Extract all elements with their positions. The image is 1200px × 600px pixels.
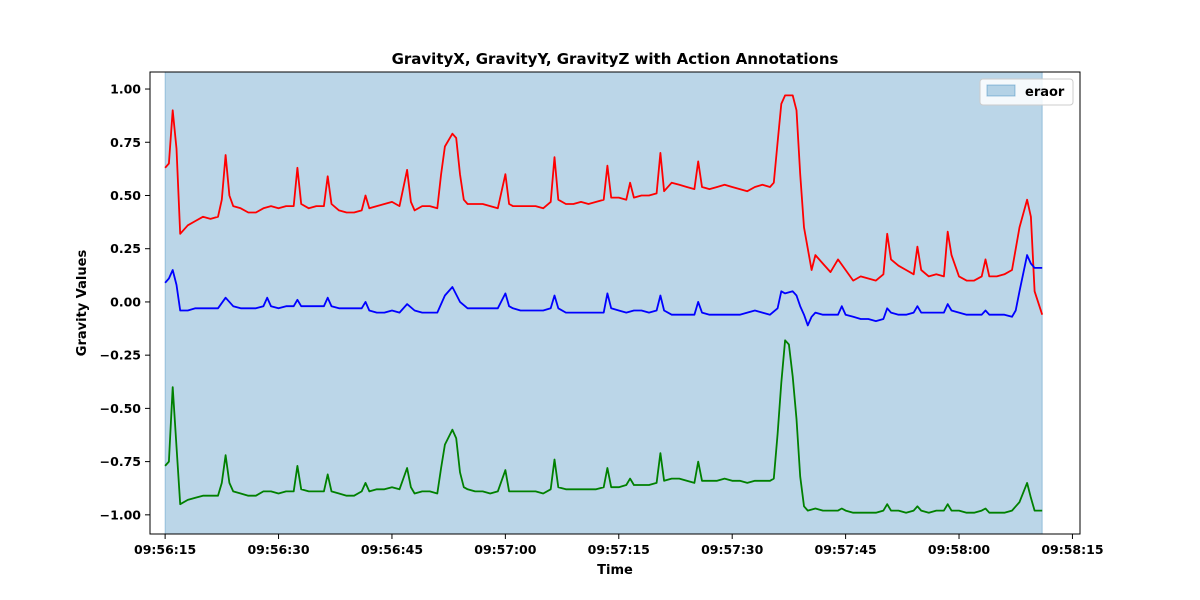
y-tick-label-5: −0.25 — [100, 348, 141, 363]
x-tick-label-2: 09:56:45 — [361, 542, 423, 557]
y-tick-label-4: 0.00 — [110, 294, 141, 309]
x-tick-label-0: 09:56:15 — [134, 542, 196, 557]
x-tick-label-4: 09:57:15 — [588, 542, 650, 557]
y-tick-label-3: 0.25 — [110, 241, 141, 256]
plot-frame — [149, 71, 1081, 535]
x-axis: 09:56:15 09:56:30 09:56:45 09:57:00 09:57:15… — [134, 534, 1104, 557]
annotation-layer — [164, 71, 1043, 535]
y-tick-label-6: −0.50 — [100, 401, 142, 416]
annotation-span-0 — [164, 71, 1043, 535]
legend-label-eraor: eraor — [1025, 85, 1065, 100]
x-tick-label-7: 09:58:00 — [928, 542, 990, 557]
y-tick-label-7: −0.75 — [100, 454, 141, 469]
y-tick-label-2: 0.50 — [110, 188, 141, 203]
series-line-1 — [164, 254, 1043, 327]
x-tick-label-1: 09:56:30 — [247, 542, 309, 557]
x-tick-label-5: 09:57:30 — [701, 542, 763, 557]
y-tick-label-0: 1.00 — [110, 82, 141, 97]
series-line-0 — [164, 94, 1044, 315]
chart-title: GravityX, GravityY, GravityZ with Action… — [392, 50, 839, 68]
series-layer — [164, 94, 1044, 514]
y-axis-label: Gravity Values — [75, 250, 90, 357]
x-axis-label: Time — [597, 563, 633, 578]
x-tick-label-8: 09:58:15 — [1041, 542, 1103, 557]
y-tick-label-8: −1.00 — [100, 507, 142, 522]
series-line-2 — [164, 339, 1043, 514]
x-tick-label-6: 09:57:45 — [815, 542, 877, 557]
x-tick-label-3: 09:57:00 — [474, 542, 536, 557]
legend: eraor — [979, 78, 1074, 106]
y-tick-label-1: 0.75 — [110, 135, 141, 150]
y-axis: 1.00 0.75 0.50 0.25 0.00 −0.25 −0.50 −0.75 −1.00 — [100, 82, 150, 522]
legend-swatch-eraor — [986, 84, 1016, 97]
legend-box — [979, 78, 1074, 106]
